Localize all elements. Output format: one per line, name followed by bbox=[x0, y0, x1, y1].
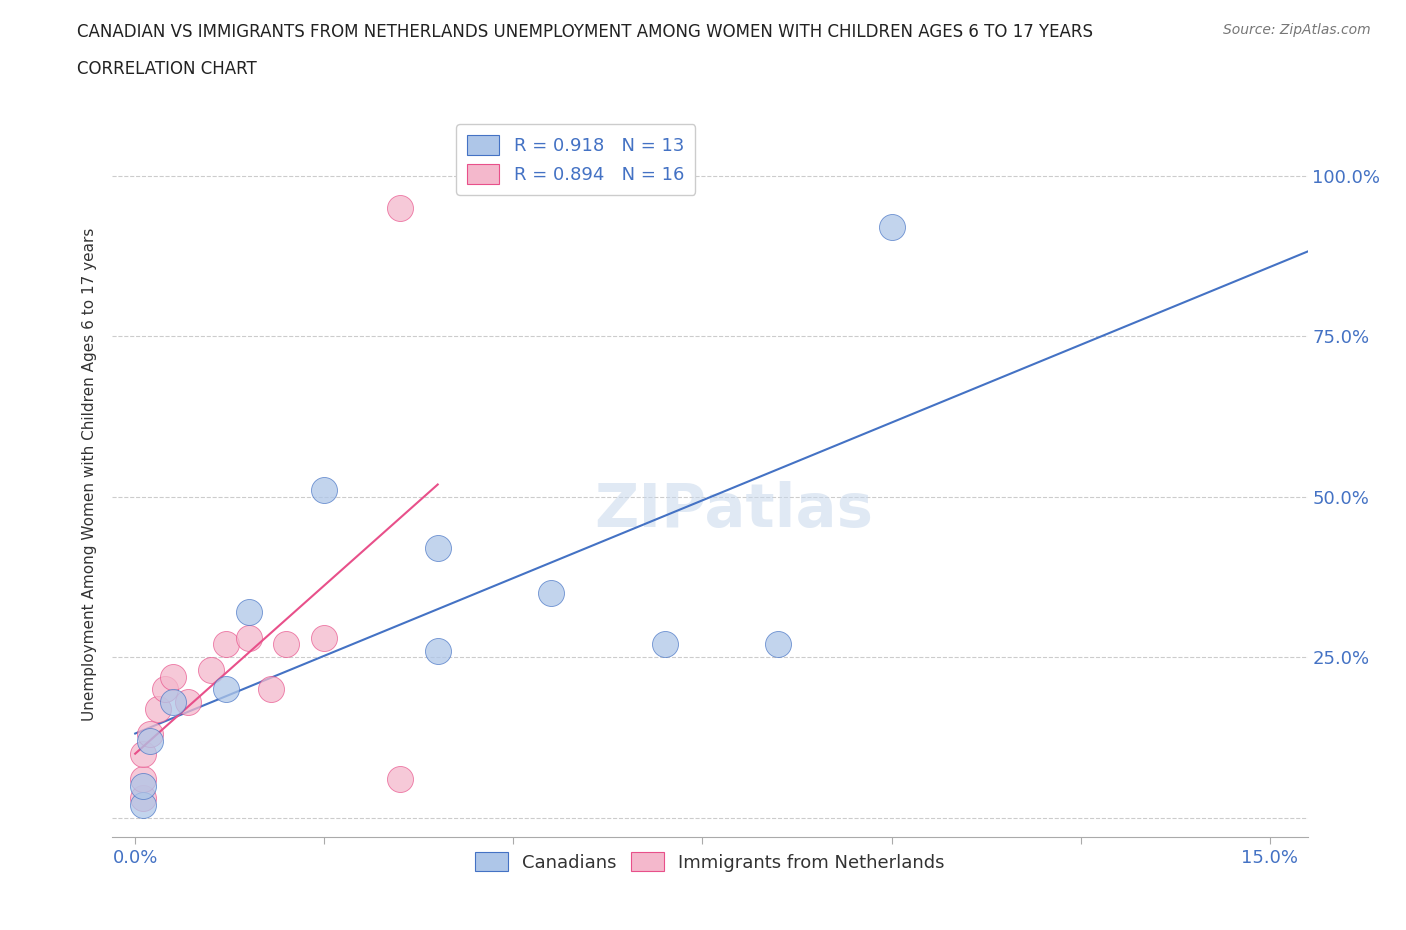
Point bbox=[177, 695, 200, 710]
Point bbox=[139, 733, 162, 748]
Point bbox=[540, 586, 562, 601]
Legend: Canadians, Immigrants from Netherlands: Canadians, Immigrants from Netherlands bbox=[468, 844, 952, 879]
Point bbox=[314, 483, 336, 498]
Point bbox=[426, 644, 449, 658]
Point bbox=[880, 219, 903, 234]
Point bbox=[654, 637, 676, 652]
Point bbox=[132, 746, 155, 761]
Point bbox=[215, 637, 238, 652]
Point bbox=[132, 772, 155, 787]
Point bbox=[162, 669, 184, 684]
Point bbox=[766, 637, 789, 652]
Point bbox=[238, 604, 260, 619]
Point bbox=[132, 778, 155, 793]
Point bbox=[146, 701, 169, 716]
Point bbox=[426, 540, 449, 555]
Point bbox=[215, 682, 238, 697]
Point bbox=[132, 791, 155, 806]
Text: CANADIAN VS IMMIGRANTS FROM NETHERLANDS UNEMPLOYMENT AMONG WOMEN WITH CHILDREN A: CANADIAN VS IMMIGRANTS FROM NETHERLANDS … bbox=[77, 23, 1094, 41]
Point bbox=[200, 663, 222, 678]
Text: ZIPatlas: ZIPatlas bbox=[595, 481, 873, 540]
Point bbox=[238, 631, 260, 645]
Point bbox=[132, 797, 155, 812]
Point bbox=[260, 682, 283, 697]
Text: Source: ZipAtlas.com: Source: ZipAtlas.com bbox=[1223, 23, 1371, 37]
Point bbox=[314, 631, 336, 645]
Y-axis label: Unemployment Among Women with Children Ages 6 to 17 years: Unemployment Among Women with Children A… bbox=[82, 228, 97, 721]
Point bbox=[388, 201, 411, 216]
Point bbox=[276, 637, 298, 652]
Point bbox=[139, 727, 162, 742]
Point bbox=[388, 772, 411, 787]
Text: CORRELATION CHART: CORRELATION CHART bbox=[77, 60, 257, 78]
Point bbox=[155, 682, 177, 697]
Point bbox=[162, 695, 184, 710]
